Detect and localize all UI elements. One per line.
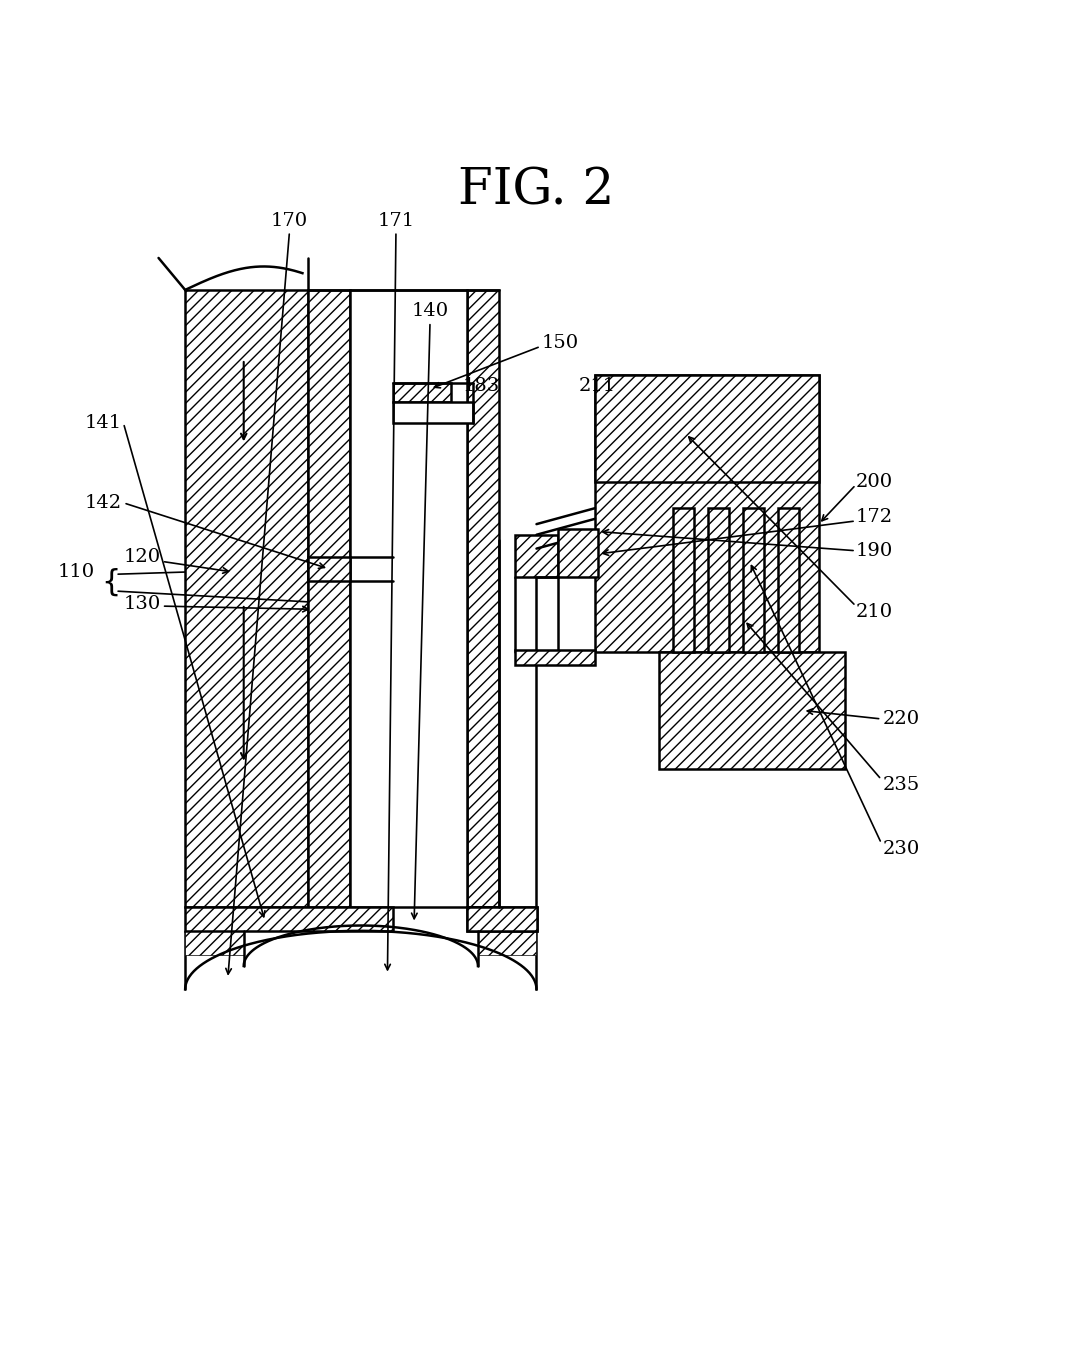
Text: 142: 142 bbox=[84, 494, 121, 512]
Text: FIG. 2: FIG. 2 bbox=[458, 166, 615, 216]
Text: 130: 130 bbox=[123, 594, 161, 613]
Text: 172: 172 bbox=[856, 508, 893, 525]
Text: 183: 183 bbox=[464, 377, 500, 395]
Bar bbox=[393, 383, 452, 402]
Text: 220: 220 bbox=[882, 710, 920, 727]
Bar bbox=[468, 908, 536, 931]
Bar bbox=[778, 508, 799, 651]
Text: 170: 170 bbox=[271, 212, 308, 229]
Bar bbox=[596, 375, 819, 651]
Bar bbox=[186, 290, 308, 908]
Bar bbox=[393, 402, 472, 423]
Text: 171: 171 bbox=[378, 212, 414, 229]
Bar bbox=[477, 931, 536, 955]
Text: 141: 141 bbox=[84, 414, 121, 432]
Bar bbox=[186, 908, 393, 931]
Bar bbox=[308, 558, 350, 581]
Bar bbox=[186, 931, 244, 955]
Text: 140: 140 bbox=[411, 303, 449, 320]
Text: 150: 150 bbox=[542, 334, 579, 351]
Bar bbox=[308, 290, 350, 908]
Bar bbox=[743, 508, 764, 651]
Text: {: { bbox=[101, 569, 120, 597]
Text: 211: 211 bbox=[579, 377, 616, 395]
Bar bbox=[596, 375, 819, 482]
Text: 190: 190 bbox=[856, 541, 893, 559]
Bar bbox=[708, 508, 730, 651]
Bar bbox=[468, 290, 499, 908]
Bar bbox=[350, 290, 468, 908]
Text: 210: 210 bbox=[856, 604, 893, 622]
Bar bbox=[468, 908, 536, 931]
Bar bbox=[659, 651, 846, 769]
Text: 200: 200 bbox=[856, 472, 893, 490]
Bar bbox=[558, 529, 599, 577]
Text: 110: 110 bbox=[58, 563, 94, 581]
Bar bbox=[515, 535, 558, 577]
Text: 235: 235 bbox=[882, 776, 920, 794]
Text: 230: 230 bbox=[882, 840, 920, 858]
Text: 120: 120 bbox=[123, 548, 161, 566]
Bar bbox=[515, 650, 596, 665]
Bar bbox=[673, 508, 694, 651]
